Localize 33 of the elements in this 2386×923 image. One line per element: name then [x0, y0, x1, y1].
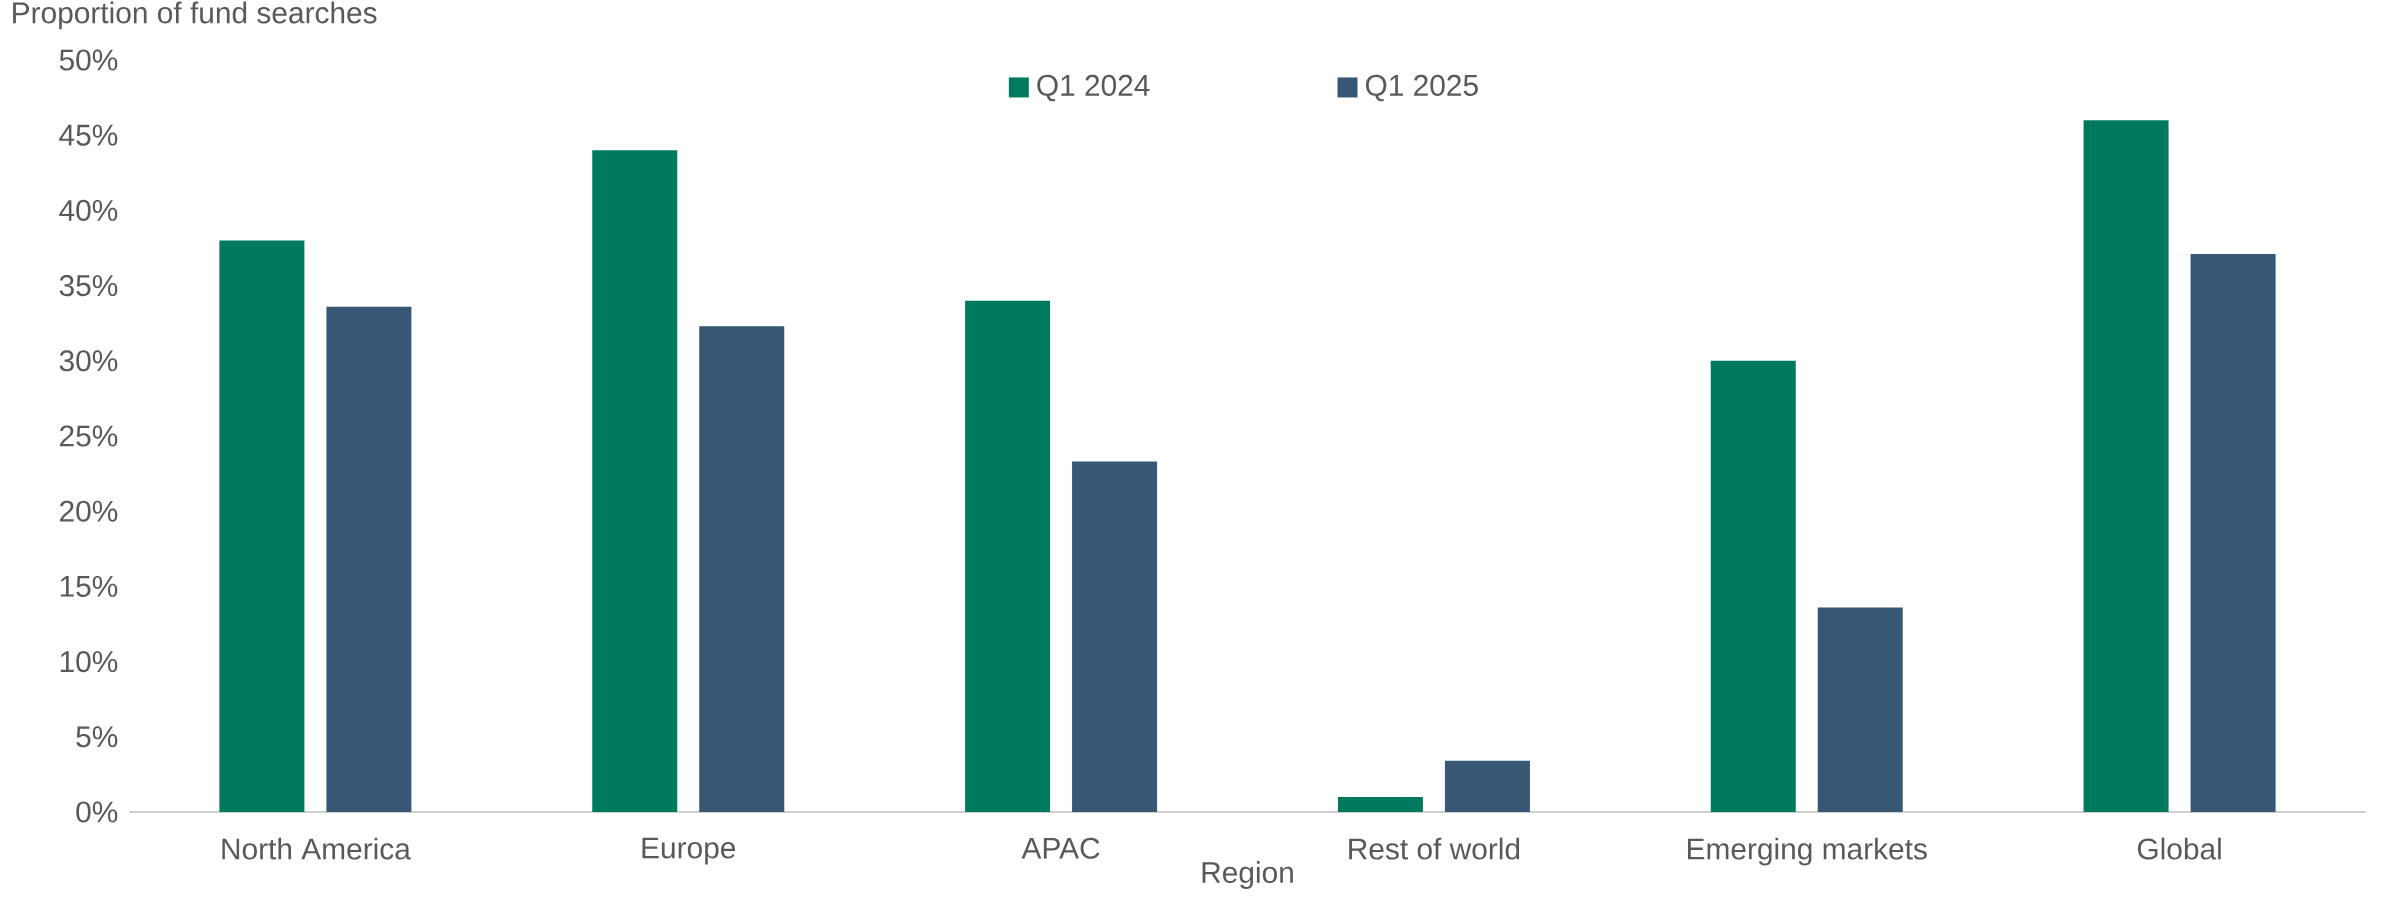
y-tick-label: 15% [60, 575, 118, 597]
legend-label: Q1 2024 [1037, 74, 1150, 102]
y-tick-label: 10% [60, 651, 118, 673]
bar [219, 240, 305, 812]
x-tick-label: APAC [1021, 837, 1100, 859]
bar [1710, 360, 1796, 812]
bar [326, 306, 412, 812]
y-tick-label: 0% [76, 801, 118, 823]
legend-label: Q1 2025 [1365, 74, 1478, 102]
y-tick-label: 35% [59, 275, 118, 297]
bar [592, 150, 678, 812]
x-tick-label: North America [222, 837, 411, 860]
bar [965, 300, 1051, 812]
y-tick-label: 5% [76, 726, 118, 748]
y-tick-label: 30% [59, 350, 118, 372]
bar [2190, 254, 2276, 812]
x-tick-label: Rest of world [1349, 837, 1520, 860]
bar [1444, 760, 1530, 812]
bar [699, 326, 785, 812]
y-tick-label: 25% [60, 425, 118, 447]
y-tick-label: 40% [59, 199, 118, 221]
bar [1337, 796, 1423, 812]
x-axis-title: Region [1202, 861, 1293, 889]
bar [2083, 120, 2169, 812]
y-axis-title: Proportion of fund searches [13, 1, 377, 30]
bar [1072, 461, 1158, 812]
x-tick-label: Europe [642, 837, 736, 865]
x-tick-label: Global [2137, 837, 2221, 860]
x-tick-label: Emerging markets [1687, 837, 1927, 866]
y-tick-label: 45% [59, 124, 118, 146]
bar [1817, 607, 1903, 812]
y-tick-label: 50% [59, 49, 118, 71]
y-tick-label: 20% [60, 500, 118, 522]
